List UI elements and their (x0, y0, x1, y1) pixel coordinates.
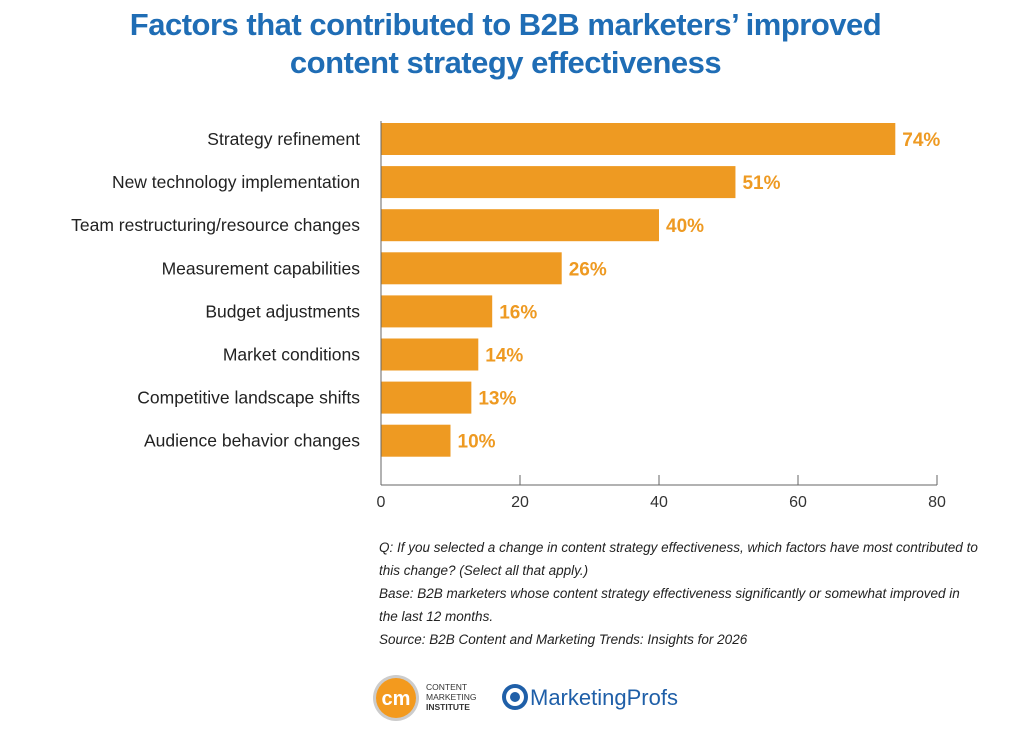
bar (381, 123, 896, 155)
svg-text:MARKETING: MARKETING (426, 692, 477, 702)
bar (381, 338, 479, 371)
data-label: 74% (902, 130, 940, 151)
category-label: Audience behavior changes (144, 431, 360, 451)
data-label: 51% (742, 173, 780, 194)
bar (381, 424, 451, 457)
category-label: Budget adjustments (205, 301, 360, 321)
category-label: Team restructuring/resource changes (71, 215, 360, 235)
base-note: Base: B2B marketers whose content strate… (379, 586, 960, 624)
cmi-logo: cm CONTENT MARKETING INSTITUTE (373, 675, 477, 721)
x-tick-label: 40 (650, 494, 668, 511)
svg-text:INSTITUTE: INSTITUTE (426, 702, 470, 712)
data-label: 10% (458, 432, 496, 453)
svg-text:cm: cm (382, 688, 411, 710)
data-label: 16% (499, 302, 537, 323)
x-tick-label: 80 (928, 494, 946, 511)
data-label: 13% (478, 389, 516, 410)
data-label: 14% (485, 346, 523, 367)
title-line: content strategy effectiveness (289, 45, 722, 80)
svg-text:CONTENT: CONTENT (426, 682, 467, 692)
bar (381, 209, 659, 242)
title-line: Factors that contributed to B2B marketer… (129, 7, 882, 42)
category-label: Strategy refinement (207, 129, 360, 149)
question-note: Q: If you selected a change in content s… (379, 540, 978, 578)
logos: cm CONTENT MARKETING INSTITUTE Marketing… (373, 675, 678, 721)
bar (381, 166, 736, 199)
category-label: Measurement capabilities (162, 258, 361, 278)
bar (381, 381, 472, 414)
x-tick-label: 60 (789, 494, 807, 511)
bar (381, 295, 493, 328)
data-label: 40% (666, 216, 704, 237)
marketingprofs-logo: MarketingProfs (502, 684, 678, 710)
category-label: Competitive landscape shifts (137, 388, 360, 408)
x-tick-label: 20 (511, 494, 529, 511)
bar-chart: Strategy refinement 74% New technology imp… (71, 121, 946, 511)
data-label: 26% (569, 259, 607, 280)
bar (381, 252, 562, 285)
chart-title: Factors that contributed to B2B marketer… (0, 6, 1011, 82)
source-note: Source: B2B Content and Marketing Trends… (379, 632, 748, 647)
category-label: New technology implementation (112, 172, 360, 192)
category-label: Market conditions (223, 345, 360, 365)
marketingprofs-text: MarketingProfs (530, 685, 678, 710)
x-tick-label: 0 (377, 494, 386, 511)
